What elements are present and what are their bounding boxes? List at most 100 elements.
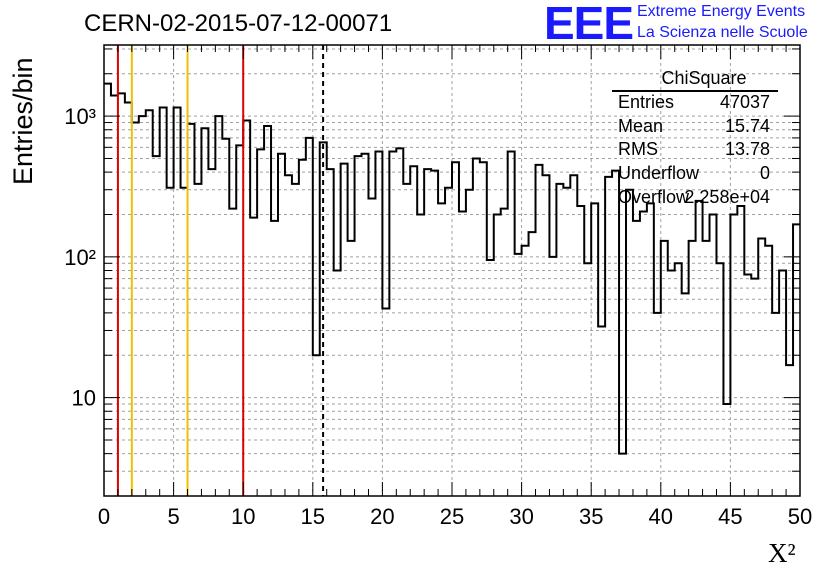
stats-row-underflow: Underflow 0: [618, 163, 770, 185]
histogram-bin: [215, 116, 222, 496]
x-tick-label: 35: [579, 504, 603, 529]
x-tick-label: 15: [301, 504, 325, 529]
histogram-bin: [194, 184, 201, 496]
histogram-bin: [737, 206, 744, 496]
eee-logo: EEE: [544, 0, 634, 49]
histogram-bin: [661, 241, 668, 496]
histogram-bin: [431, 171, 438, 496]
stats-value: 47037: [719, 92, 770, 112]
histogram-bin: [619, 454, 626, 496]
x-tick-label: 5: [167, 504, 179, 529]
histogram-bin: [139, 116, 146, 496]
histogram-bin: [368, 198, 375, 496]
histogram-bin: [710, 214, 717, 496]
histogram-bin: [410, 166, 417, 496]
histogram-bin: [348, 241, 355, 496]
histogram-bin: [529, 232, 536, 496]
histogram-bin: [716, 263, 723, 496]
histogram-bin: [563, 188, 570, 496]
histogram-bin: [229, 209, 236, 496]
histogram-bin: [696, 201, 703, 496]
histogram-bin: [174, 108, 181, 496]
histogram-bin: [577, 206, 584, 496]
x-tick-label: 50: [788, 504, 812, 529]
histogram-bin: [313, 355, 320, 496]
histogram-bin: [104, 84, 111, 496]
stats-row-rms: RMS 13.78: [618, 139, 770, 161]
histogram-bin: [654, 313, 661, 496]
histogram-bin: [264, 126, 271, 496]
histogram-bin: [118, 93, 125, 496]
histogram-bin: [375, 152, 382, 496]
marker-lines: [116, 45, 325, 496]
stats-value: 0: [759, 163, 770, 183]
histogram-bin: [744, 274, 751, 496]
histogram-bin: [396, 148, 403, 496]
histogram-bin: [334, 271, 341, 497]
histogram-bin: [772, 313, 779, 496]
histogram-bin: [723, 404, 730, 496]
histogram-bin: [271, 221, 278, 496]
histogram-bin: [292, 184, 299, 496]
histogram-bin: [417, 214, 424, 496]
histogram-bin: [285, 175, 292, 496]
y-tick-label: 10³: [64, 104, 96, 129]
x-tick-label: 25: [440, 504, 464, 529]
histogram-bin: [480, 162, 487, 496]
histogram-bin: [243, 121, 250, 496]
histogram-bin: [515, 254, 522, 496]
histogram-bin: [758, 239, 765, 496]
histogram-bin: [466, 190, 473, 496]
histogram-bin: [341, 164, 348, 496]
histogram-bin: [640, 212, 647, 496]
stats-separator: [612, 90, 778, 92]
x-tick-label: 30: [509, 504, 533, 529]
logo-line-1: Extreme Energy Events: [637, 3, 806, 20]
stats-row-mean: Mean 15.74: [618, 116, 770, 138]
histogram-bin: [633, 221, 640, 496]
histogram-bin: [125, 102, 132, 496]
histogram-bin: [751, 279, 758, 496]
stats-label: RMS: [618, 139, 658, 159]
stats-value: 15.74: [724, 116, 770, 136]
histogram-bin: [445, 188, 452, 496]
stats-value: 13.78: [724, 139, 770, 159]
histogram-bin: [452, 162, 459, 496]
histogram-bin: [257, 149, 264, 496]
histogram-bin: [570, 175, 577, 496]
histogram-bin: [132, 123, 139, 496]
stats-title: ChiSquare: [661, 68, 747, 88]
histogram-bin: [682, 293, 689, 496]
stats-row-entries: Entries 47037: [618, 92, 770, 114]
histogram-bin: [362, 154, 369, 496]
histogram-outline: [104, 82, 800, 455]
histogram-bin: [473, 158, 480, 496]
histogram-bin: [355, 156, 362, 496]
histogram-bars: [104, 82, 800, 497]
histogram-bin: [306, 138, 313, 496]
x-tick-label: 0: [98, 504, 110, 529]
histogram-bin: [201, 128, 208, 496]
histogram-bin: [403, 184, 410, 496]
histogram-bin: [188, 124, 195, 496]
stats-label: Entries: [618, 92, 675, 112]
histogram-bin: [487, 260, 494, 496]
stats-label: Overflow: [618, 187, 690, 207]
histogram-bin: [786, 365, 793, 496]
histogram-bin: [584, 263, 591, 496]
stats-label: Underflow: [618, 163, 700, 183]
histogram-bin: [522, 246, 529, 496]
histogram-bin: [146, 110, 153, 496]
histogram-bin: [612, 171, 619, 496]
histogram-bin: [389, 152, 396, 496]
histogram-bin: [459, 212, 466, 496]
histogram-bin: [675, 263, 682, 496]
logo-line-2: La Scienza nelle Scuole: [637, 24, 808, 41]
x-tick-label: 45: [718, 504, 742, 529]
histogram-bin: [181, 188, 188, 496]
chart-title: CERN-02-2015-07-12-00071: [84, 10, 393, 37]
histogram-bin: [647, 203, 654, 496]
histogram-bin: [222, 139, 229, 496]
x-axis-label: X²: [768, 538, 796, 568]
